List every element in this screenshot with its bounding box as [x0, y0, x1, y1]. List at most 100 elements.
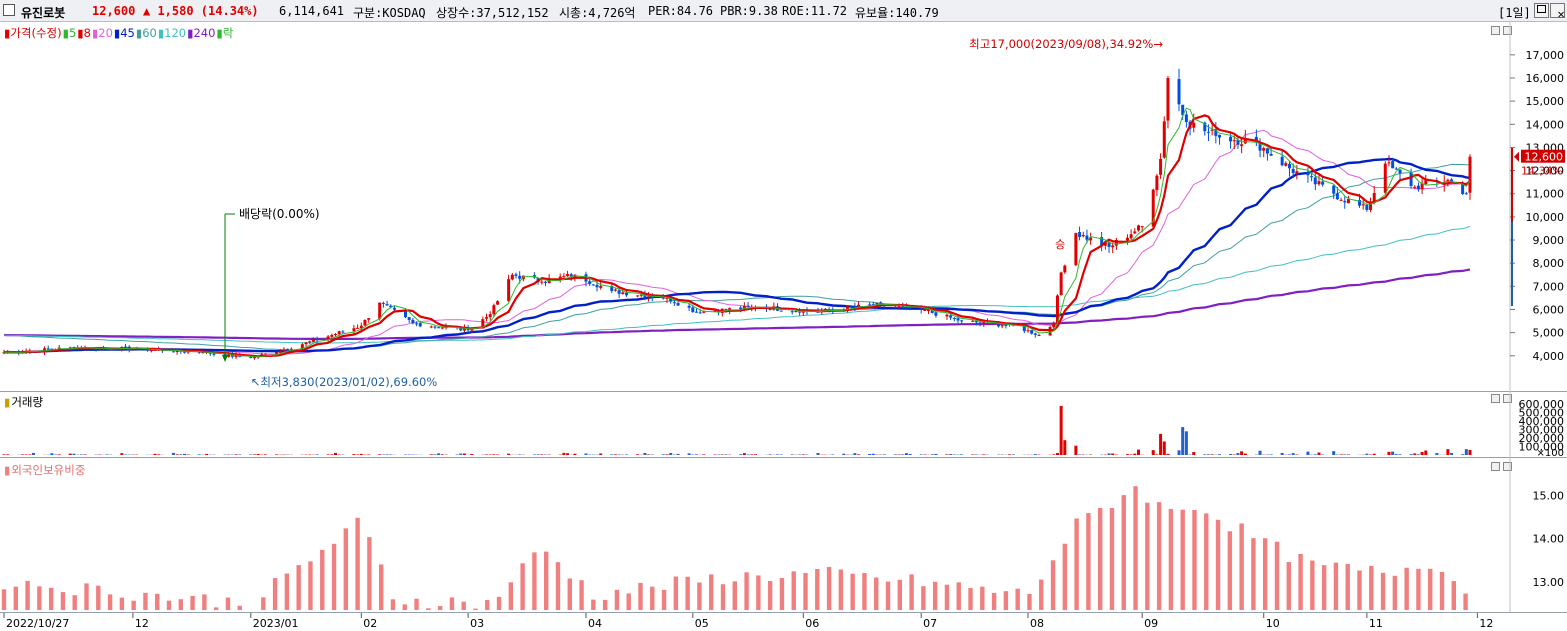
candle-body [1133, 231, 1136, 233]
foreign-ownership-bar [414, 599, 418, 610]
candle-body [286, 349, 289, 350]
volume-bar [84, 454, 87, 455]
volume-bar [334, 453, 337, 455]
candle-body [1292, 169, 1295, 173]
foreign-ownership-bar [355, 518, 359, 610]
volume-bar [492, 454, 495, 455]
candle-body [544, 282, 547, 283]
volume-bar [50, 453, 53, 455]
candle-body [953, 318, 956, 319]
volume-bar [1178, 450, 1181, 455]
candle-body [614, 290, 617, 291]
period-selector[interactable]: [1일] [1498, 4, 1531, 21]
candle-body [673, 302, 676, 303]
volume-bar [721, 454, 724, 455]
foreign-ownership-bar [344, 528, 348, 610]
foreign-ownership-bar [532, 552, 536, 610]
foreign-ownership-bar [1133, 486, 1137, 610]
candle-body [1395, 169, 1398, 170]
ma5-line [4, 108, 1470, 357]
candle-body [489, 314, 492, 317]
volume-bar [507, 454, 510, 455]
y-tick-label: 5,000 [1533, 327, 1565, 340]
candle-body [1417, 186, 1420, 190]
volume-bar [257, 454, 260, 455]
volume-bar [1317, 453, 1320, 455]
candle-body [334, 334, 337, 335]
volume-bar [437, 453, 440, 455]
volume-bar [769, 454, 772, 455]
volume-bar [960, 454, 963, 455]
volume-bar [1111, 454, 1114, 455]
foreign-ownership-bar [744, 572, 748, 610]
candle-body [1074, 233, 1077, 265]
ma240-line [4, 269, 1470, 339]
volume-bar [21, 454, 24, 455]
close-button[interactable]: ✕ [1550, 3, 1565, 18]
foreign-ownership-bar [780, 578, 784, 610]
candle-body [352, 328, 355, 331]
volume-bar [853, 453, 856, 455]
foreign-ownership-bar [1098, 508, 1102, 610]
candle-body [618, 290, 621, 294]
volume-bar [599, 454, 602, 455]
volume-bar [32, 453, 35, 455]
candle-body [433, 327, 436, 328]
select-checkbox[interactable] [3, 4, 15, 16]
volume-bar [868, 454, 871, 455]
candle-body [415, 323, 418, 324]
volume-bar [610, 454, 613, 455]
foreign-ownership-bar [697, 582, 701, 610]
candle-body [1317, 181, 1320, 184]
volume-bar [1306, 452, 1309, 455]
volume-bar [120, 453, 123, 455]
candle-body [341, 332, 344, 333]
volume-bar [172, 453, 175, 455]
x-tick-label: 2023/01 [253, 617, 299, 630]
last-price-label: 12,600 [1525, 151, 1564, 164]
candle-body [1052, 323, 1055, 327]
candle-body [316, 339, 319, 340]
candle-body [1229, 137, 1232, 142]
volume-bar [58, 454, 61, 455]
candle-body [1262, 148, 1265, 151]
candle-body [1060, 272, 1063, 295]
volume-chart[interactable]: 100,000200,000300,000400,000500,000600,0… [0, 392, 1567, 458]
candle-body [879, 302, 882, 303]
volume-bar [677, 454, 680, 455]
foreign-ownership-bar [1369, 566, 1373, 610]
x-tick-label: 05 [695, 617, 709, 630]
y-tick-label: 17,000 [1526, 49, 1565, 62]
volume-bar [485, 454, 488, 455]
price-chart[interactable]: 4,0005,0006,0007,0008,0009,00010,00011,0… [0, 22, 1567, 392]
volume-bar [106, 454, 109, 455]
volume-bar [817, 453, 820, 455]
foreign-ownership-bar [296, 565, 300, 610]
ma60-line [4, 164, 1470, 350]
candle-body [378, 303, 381, 319]
volume-bar [1133, 454, 1136, 455]
volume-bar [1236, 453, 1239, 455]
volume-bar [945, 454, 948, 455]
volume-bar [235, 454, 238, 455]
foreign-ownership-bar [108, 594, 112, 610]
volume-bar [1211, 454, 1214, 455]
candle-body [1332, 186, 1335, 194]
volume-bar [386, 454, 389, 455]
foreign-ownership-bar [1440, 572, 1444, 610]
per-value: PER:84.76 [648, 4, 713, 18]
foreign-ownership-bar [37, 586, 41, 610]
volume-bar [669, 453, 672, 455]
volume-bar [1424, 451, 1427, 455]
foreign-ownership-bar [285, 574, 289, 610]
candle-body [1166, 78, 1169, 121]
restore-button[interactable] [1534, 3, 1549, 18]
y-tick-label: 15.00 [1533, 489, 1565, 502]
volume-bar [743, 453, 746, 455]
foreign-ownership-bar [509, 582, 513, 610]
foreign-ownership-bar [815, 569, 819, 610]
